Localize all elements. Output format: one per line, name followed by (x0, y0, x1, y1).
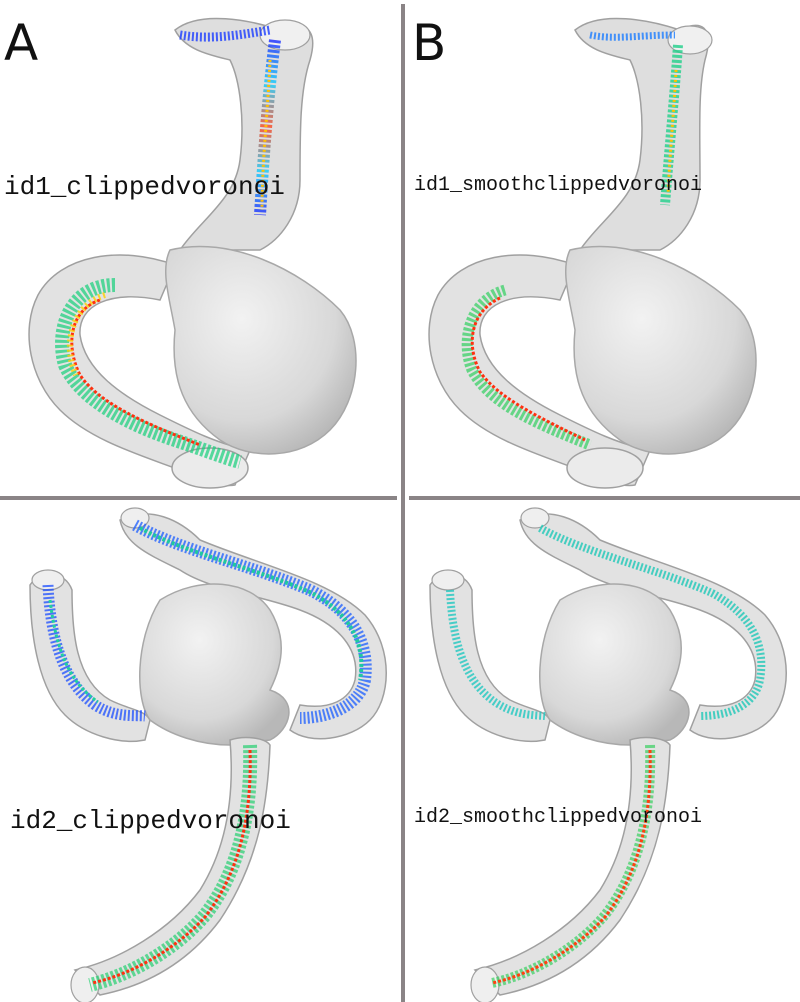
caption-id2-smooth: id2_smoothclippedvoronoi (414, 806, 703, 829)
vessel-model-id2-smooth (429, 507, 787, 1002)
vessel-model-id1-raw (28, 17, 357, 489)
panel-label-a: A (4, 14, 39, 72)
caption-id2-clipped: id2_clippedvoronoi (10, 806, 291, 836)
vessel-model-id1-smooth (428, 17, 757, 489)
caption-id1-smooth: id1_smoothclippedvoronoi (414, 174, 703, 197)
panel-label-b: B (412, 14, 447, 72)
caption-id1-clipped: id1_clippedvoronoi (4, 172, 285, 202)
vessel-model-id2-raw (29, 507, 387, 1002)
